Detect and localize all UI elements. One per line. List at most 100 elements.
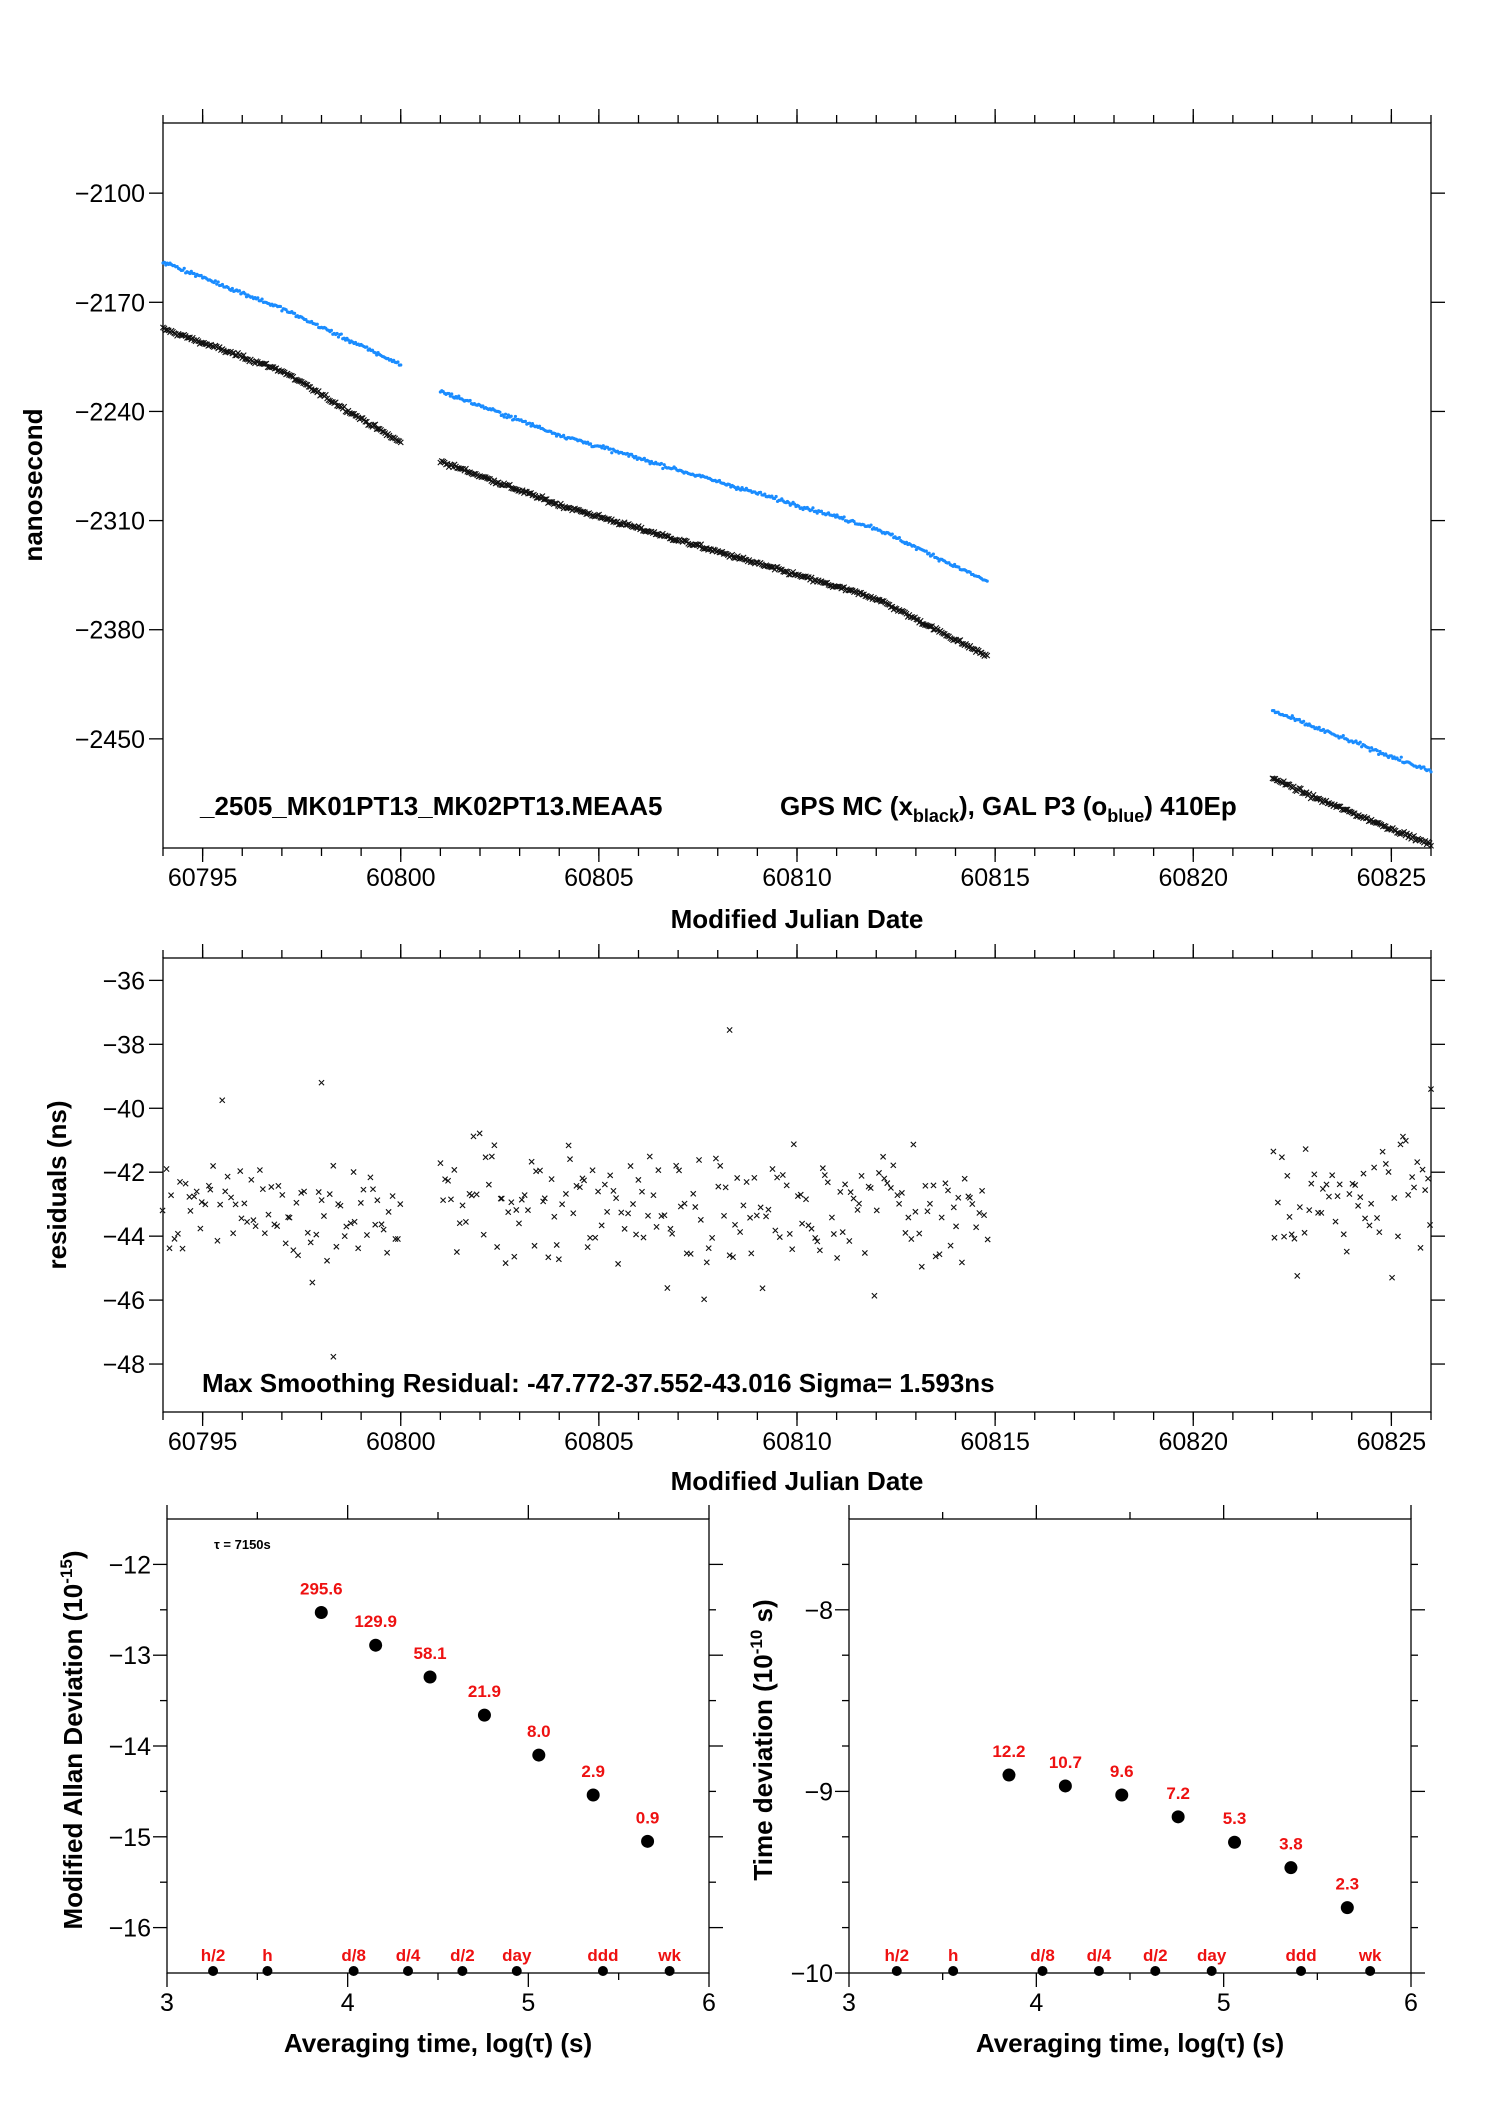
gal-point bbox=[375, 353, 379, 357]
residual-point bbox=[374, 1197, 381, 1204]
residual-point bbox=[850, 1195, 857, 1202]
gal-point bbox=[553, 431, 557, 436]
gal-point bbox=[1368, 749, 1372, 753]
residual-point bbox=[722, 1184, 729, 1191]
residual-point bbox=[476, 1130, 483, 1137]
panel3-ylabel-sup: -15 bbox=[57, 1559, 76, 1584]
residual-point bbox=[751, 1174, 758, 1181]
residual-point bbox=[847, 1189, 854, 1196]
gal-point bbox=[642, 456, 646, 460]
gal-point bbox=[927, 551, 931, 555]
residual-point bbox=[979, 1187, 986, 1194]
residual-point bbox=[910, 1141, 917, 1148]
annotation-gps-sub: black bbox=[913, 806, 960, 826]
interval-marker-label: wk bbox=[657, 1946, 681, 1965]
residual-point bbox=[1340, 1231, 1347, 1238]
residual-point bbox=[293, 1199, 300, 1206]
interval-marker-dot bbox=[262, 1966, 273, 1976]
residual-point bbox=[740, 1202, 747, 1209]
residual-point bbox=[1271, 1234, 1278, 1241]
gps-point bbox=[666, 535, 673, 542]
panel2-annotation: Max Smoothing Residual: -47.772-37.552-4… bbox=[202, 1368, 995, 1398]
gal-point bbox=[220, 282, 225, 287]
residual-point bbox=[191, 1193, 198, 1200]
gps-point bbox=[216, 344, 223, 351]
gps-point bbox=[471, 470, 478, 477]
residual-point bbox=[295, 1252, 302, 1259]
residual-point bbox=[1296, 1204, 1303, 1211]
interval-marker-dot bbox=[511, 1966, 522, 1976]
residual-point bbox=[598, 1222, 605, 1229]
residual-point bbox=[703, 1259, 710, 1266]
p2-y-tick-label: −42 bbox=[103, 1159, 145, 1187]
residual-point bbox=[565, 1142, 572, 1149]
residual-point bbox=[842, 1181, 849, 1188]
residual-point bbox=[567, 1156, 573, 1163]
gal-point bbox=[498, 410, 502, 414]
residual-point bbox=[924, 1208, 931, 1215]
residual-point bbox=[384, 1249, 391, 1256]
p1-x-tick-label: 60825 bbox=[1357, 864, 1427, 892]
interval-marker-label: h bbox=[948, 1946, 958, 1965]
residual-point bbox=[385, 1208, 392, 1215]
interval-marker-dot bbox=[1296, 1966, 1307, 1976]
p2-x-tick-label: 60820 bbox=[1158, 1428, 1228, 1456]
residual-point bbox=[839, 1229, 846, 1236]
residual-point bbox=[491, 1142, 498, 1149]
residual-point bbox=[816, 1247, 823, 1254]
gal-point bbox=[1399, 755, 1403, 759]
residual-extreme-point bbox=[330, 1353, 337, 1360]
residual-point bbox=[721, 1212, 728, 1219]
residual-point bbox=[734, 1174, 741, 1181]
p3-x-tick-label: 6 bbox=[702, 1989, 716, 2017]
p3-x-tick-label: 3 bbox=[160, 1989, 174, 2017]
residual-point bbox=[459, 1202, 466, 1209]
gal-point bbox=[237, 289, 242, 293]
residual-point bbox=[347, 1220, 354, 1227]
residual-point bbox=[880, 1153, 887, 1160]
interval-marker-label: d/8 bbox=[1030, 1946, 1055, 1965]
panel3-points: 295.6 129.9 58.1 21.9 8.0 2.9 0.9 h/2 h d/8 d/4 d/2… bbox=[201, 1580, 681, 1976]
interval-marker-dot bbox=[1206, 1966, 1217, 1976]
residual-point bbox=[938, 1214, 945, 1221]
gps-point bbox=[1401, 828, 1408, 835]
residual-point bbox=[912, 1208, 919, 1215]
residual-point bbox=[747, 1214, 754, 1221]
residual-point bbox=[774, 1174, 781, 1181]
residual-point bbox=[515, 1220, 522, 1227]
residual-point bbox=[653, 1223, 660, 1230]
residual-point bbox=[337, 1202, 344, 1209]
residual-point bbox=[324, 1257, 331, 1264]
residual-point bbox=[378, 1221, 385, 1228]
panel4-ticks: 3 4 5 6 −8 −9 −10 bbox=[791, 1505, 1425, 2017]
gps-point bbox=[722, 550, 729, 557]
gps-point bbox=[1290, 783, 1297, 790]
residual-point bbox=[837, 1188, 844, 1195]
residual-point bbox=[389, 1193, 396, 1200]
residual-point bbox=[681, 1200, 688, 1207]
annotation-gps: GPS MC (x bbox=[780, 791, 913, 821]
gps-point bbox=[984, 652, 991, 659]
residual-point bbox=[753, 1212, 760, 1219]
residual-point bbox=[237, 1168, 244, 1175]
p1-x-tick-label: 60795 bbox=[168, 864, 238, 892]
residual-point bbox=[1368, 1200, 1375, 1207]
residual-point bbox=[589, 1167, 596, 1174]
gal-point bbox=[329, 328, 334, 332]
residual-point bbox=[1294, 1272, 1301, 1279]
interval-marker-dot bbox=[348, 1966, 359, 1976]
residual-point bbox=[969, 1201, 976, 1207]
gps-point bbox=[1428, 842, 1434, 849]
residual-point bbox=[783, 1182, 790, 1189]
residual-point bbox=[821, 1172, 828, 1179]
gal-point bbox=[1317, 725, 1321, 729]
residual-point bbox=[355, 1245, 362, 1252]
residual-point bbox=[1409, 1174, 1416, 1181]
p2-x-tick-label: 60810 bbox=[762, 1428, 832, 1456]
residual-point bbox=[548, 1176, 555, 1183]
residual-point bbox=[1362, 1215, 1369, 1222]
interval-marker-dot bbox=[1093, 1966, 1104, 1976]
deviation-point bbox=[1058, 1779, 1072, 1793]
residual-point bbox=[380, 1226, 387, 1233]
gal-point bbox=[260, 297, 264, 301]
